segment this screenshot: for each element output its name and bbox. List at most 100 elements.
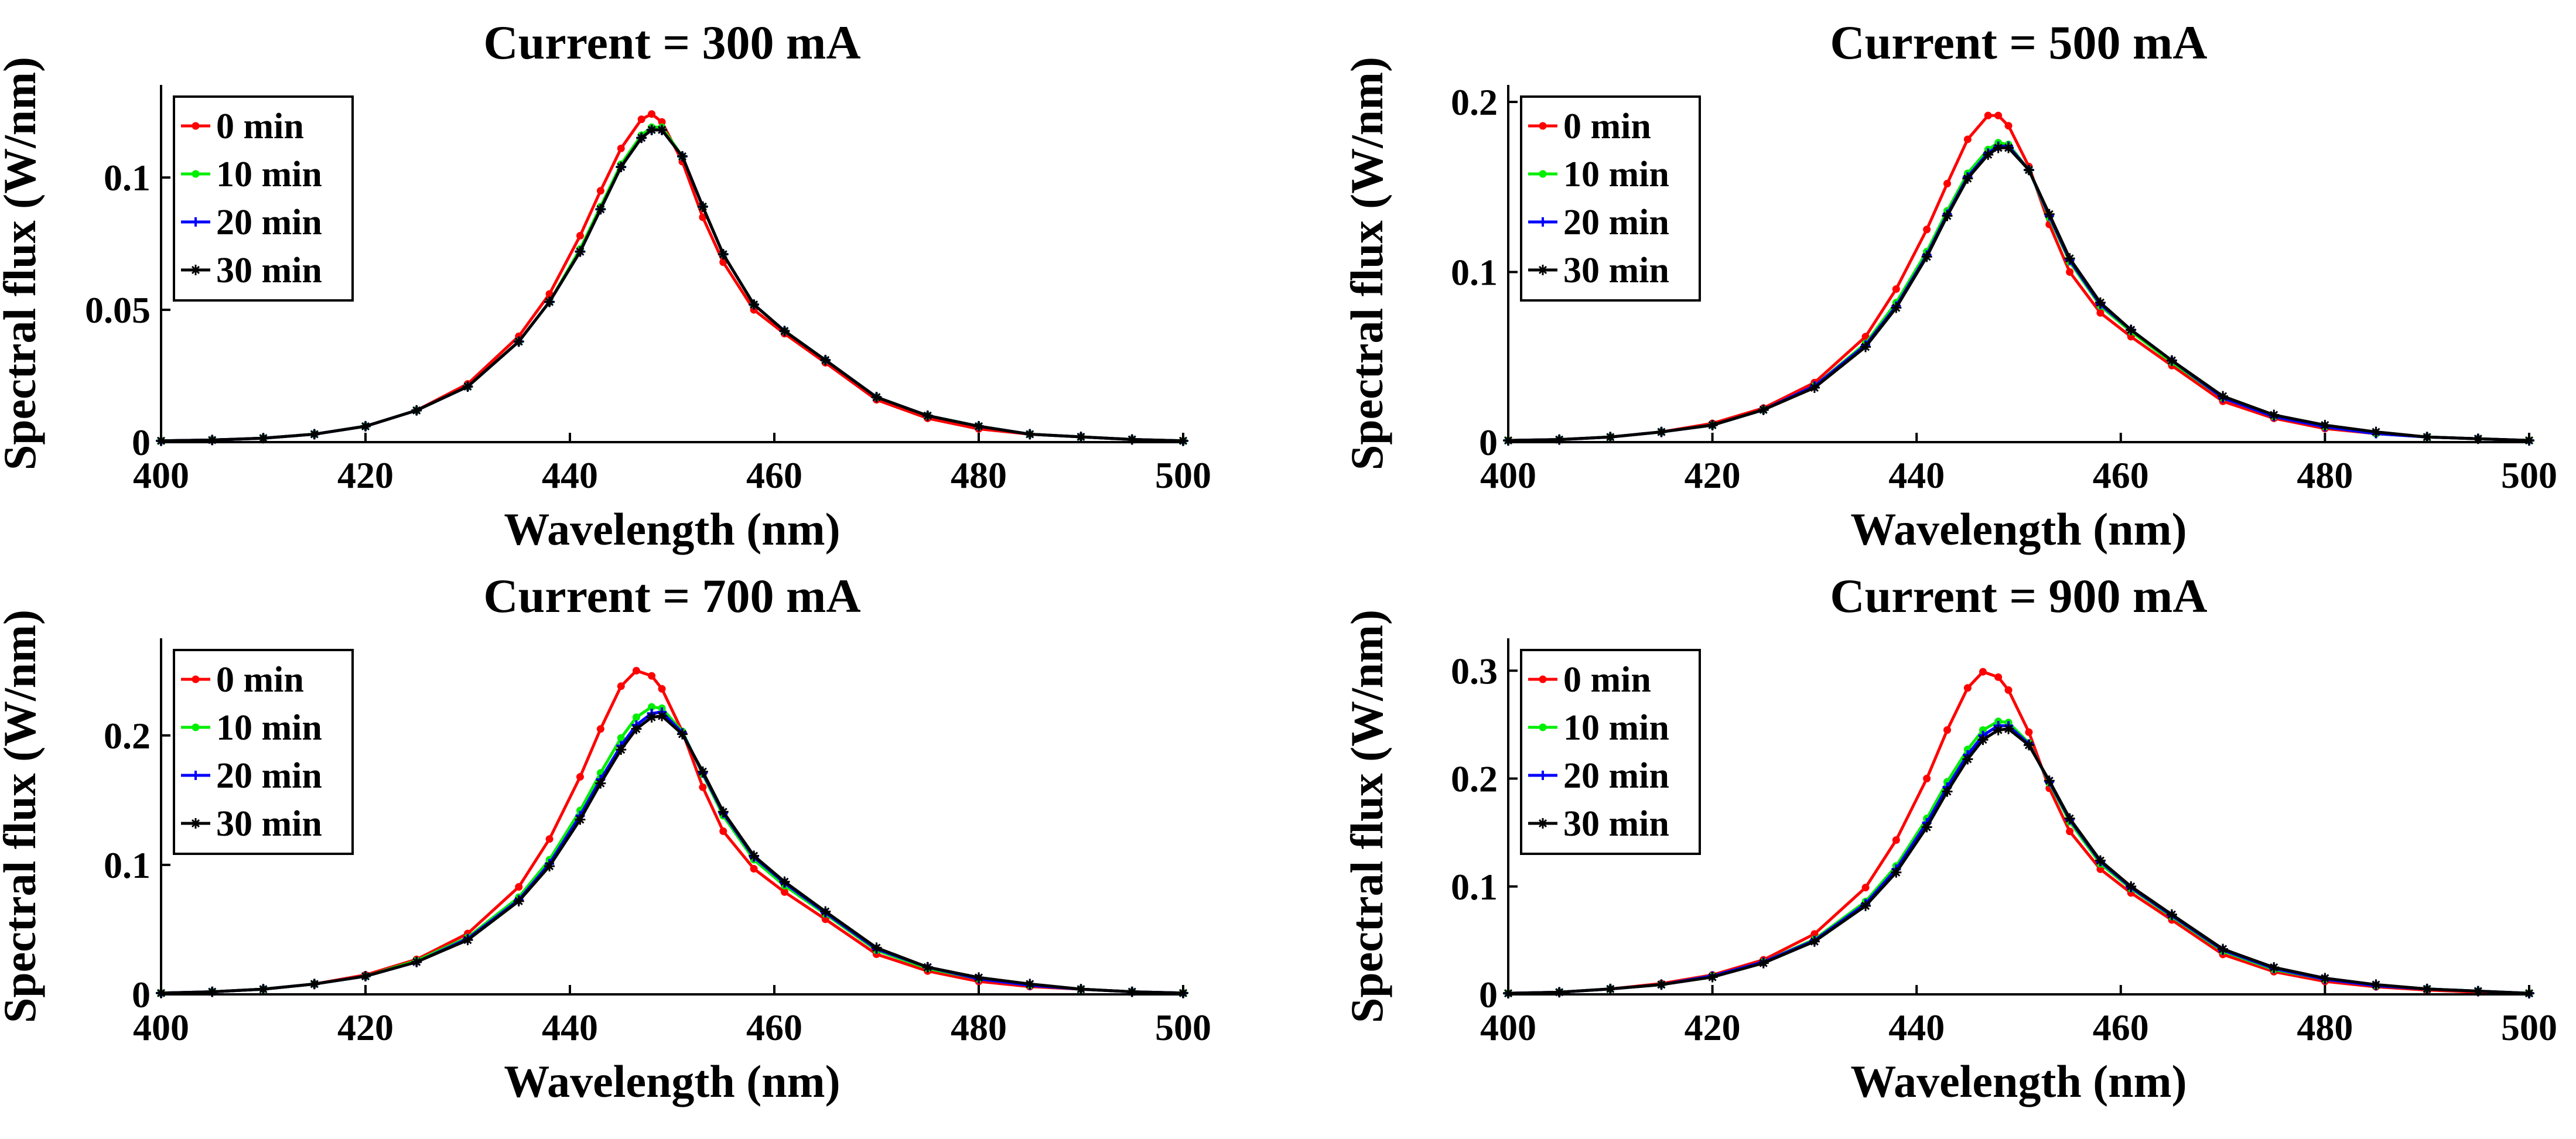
x-tick-label: 480	[2297, 454, 2353, 496]
data-point	[922, 962, 933, 973]
legend-label: 10 min	[216, 155, 322, 194]
data-point	[616, 162, 627, 173]
data-point	[648, 672, 656, 680]
chart-title: Current = 500 mA	[1830, 16, 2207, 69]
legend-item: 20 min	[1528, 756, 1669, 796]
data-point	[544, 861, 555, 872]
y-tick-label: 0	[132, 422, 151, 463]
chart-panel-4: Current = 900 mA 400 420 440 460 480 500 0 0.1 0.…	[1341, 569, 2557, 1107]
data-point	[207, 986, 218, 997]
data-point	[1891, 867, 1902, 878]
data-point	[1892, 285, 1900, 293]
data-point	[2066, 827, 2074, 836]
data-point	[2023, 740, 2034, 751]
legend-box	[173, 649, 354, 855]
data-point	[2472, 433, 2483, 444]
y-tick-label: 0.1	[104, 157, 151, 199]
y-tick-label: 0.1	[1451, 866, 1498, 908]
series-line	[1508, 670, 2530, 995]
legend-marker	[192, 723, 200, 731]
legend-marker	[192, 675, 200, 683]
data-point	[2421, 983, 2432, 994]
data-point	[2166, 355, 2177, 366]
legend-marker	[191, 771, 200, 780]
data-point	[1962, 754, 1973, 765]
legend-marker	[192, 170, 200, 178]
x-tick-label: 420	[337, 1007, 394, 1048]
data-point	[360, 971, 371, 982]
legend-item: 10 min	[181, 708, 322, 748]
data-point	[544, 296, 555, 307]
data-point	[1993, 724, 2004, 736]
data-point	[658, 685, 666, 693]
legend-marker	[1538, 265, 1548, 275]
y-tick-label: 0	[132, 974, 151, 1015]
legend-box	[1520, 95, 1701, 302]
data-point	[576, 232, 584, 240]
legend-label: 20 min	[1563, 756, 1669, 796]
data-point	[309, 429, 320, 440]
x-tick-label: 480	[951, 454, 1007, 496]
data-point	[1923, 775, 1931, 783]
legend-item: 10 min	[1528, 708, 1669, 748]
data-point	[718, 249, 729, 260]
data-point	[1024, 429, 1036, 440]
legend-label: 0 min	[1563, 107, 1651, 146]
data-point	[718, 806, 729, 818]
legend-marker	[1539, 723, 1547, 731]
data-point	[595, 204, 606, 215]
x-tick-label: 500	[2501, 1007, 2557, 1048]
x-axis-label: Wavelength (nm)	[504, 504, 840, 555]
data-point	[1921, 822, 1932, 833]
data-point	[596, 725, 604, 733]
x-tick-label: 440	[1888, 1007, 1945, 1048]
data-point	[2044, 208, 2055, 220]
data-point	[779, 326, 790, 337]
data-point	[2126, 324, 2137, 336]
data-point	[258, 433, 269, 444]
chart-title: Current = 700 mA	[483, 569, 860, 622]
data-point	[1984, 111, 1992, 119]
data-point	[2044, 775, 2055, 786]
legend-item: 20 min	[181, 203, 322, 242]
legend-marker	[1539, 170, 1547, 178]
legend-label: 30 min	[1563, 804, 1669, 844]
legend-marker	[1539, 675, 1547, 683]
x-axis-label: Wavelength (nm)	[504, 1056, 840, 1107]
data-point	[2064, 813, 2075, 824]
data-point	[617, 682, 625, 690]
legend-label: 20 min	[216, 756, 322, 796]
legend-marker	[1539, 122, 1547, 130]
legend-marker	[1538, 217, 1547, 227]
x-tick-label: 500	[1155, 454, 1211, 496]
data-point	[2095, 297, 2106, 308]
legend-item: 20 min	[181, 756, 322, 796]
x-tick-label: 440	[1888, 454, 1945, 496]
x-tick-label: 460	[746, 454, 802, 496]
data-point	[1758, 957, 1769, 969]
y-tick-label: 0.05	[85, 289, 151, 331]
chart-panel-2: Current = 500 mA 400 420 440 460 480 500 0 0.1 0.…	[1341, 16, 2557, 555]
data-point	[513, 895, 524, 907]
legend-item: 0 min	[1528, 107, 1651, 146]
legend-label: 0 min	[1563, 660, 1651, 700]
data-point	[462, 935, 473, 946]
data-point	[1891, 302, 1902, 313]
legend-marker	[192, 122, 200, 130]
chart-panel-1: Current = 300 mA 400 420 440 460 480 500 0 0.05 0…	[0, 16, 1211, 555]
data-point	[637, 115, 645, 124]
data-point	[2025, 728, 2033, 736]
data-point	[1707, 419, 1718, 430]
legend: 0 min 10 min 20 min 30 min	[1520, 95, 1701, 302]
data-point	[2319, 419, 2331, 430]
data-point	[2023, 165, 2034, 176]
data-point	[699, 783, 707, 791]
data-point	[750, 865, 758, 873]
legend-label: 10 min	[1563, 708, 1669, 748]
data-point	[1977, 734, 1989, 745]
legend-item: 30 min	[1528, 804, 1669, 844]
data-point	[2004, 686, 2013, 694]
legend-label: 20 min	[1563, 203, 1669, 242]
data-point	[2218, 391, 2229, 402]
data-point	[646, 124, 657, 135]
